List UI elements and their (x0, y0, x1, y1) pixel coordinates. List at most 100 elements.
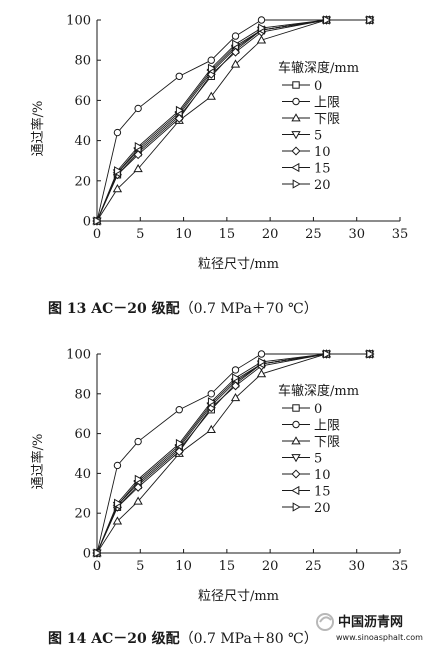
data-point (93, 216, 102, 226)
data-point (231, 47, 241, 57)
legend-label: 20 (314, 178, 331, 193)
legend-label: 上限 (314, 96, 340, 111)
x-tick-label: 5 (136, 559, 144, 574)
data-point (207, 397, 217, 407)
data-point (207, 390, 215, 398)
legend-label: 0 (314, 402, 322, 417)
watermark-logo-swoosh (319, 616, 332, 623)
y-tick-label: 60 (74, 94, 91, 109)
data-point (206, 424, 216, 433)
legend-label: 15 (314, 162, 331, 177)
legend-marker (292, 179, 301, 189)
legend-marker (292, 502, 301, 512)
x-tick-label: 0 (93, 227, 101, 242)
legend-marker (291, 146, 301, 156)
legend-label: 下限 (314, 112, 340, 127)
legend-marker (291, 469, 301, 479)
data-point (133, 163, 143, 173)
watermark-site: 中国沥青网 (338, 614, 403, 630)
legend-label: 15 (314, 485, 331, 500)
data-point (112, 184, 123, 193)
legend-marker (291, 485, 300, 496)
caption-title: AC－20 级配 (90, 630, 179, 647)
data-point (133, 482, 143, 492)
x-tick-label: 20 (262, 227, 279, 242)
legend-label: 5 (314, 129, 322, 144)
x-tick-label: 5 (136, 227, 144, 242)
legend-marker (292, 420, 300, 429)
watermark-url: www.sinoasphalt.com (336, 633, 423, 642)
legend-marker (292, 81, 300, 89)
legend-label: 0 (314, 79, 322, 94)
x-tick-label: 35 (392, 227, 409, 242)
series-20 (93, 349, 375, 558)
y-tick-label: 80 (74, 54, 91, 69)
data-point (113, 461, 122, 470)
legend-label: 10 (314, 468, 331, 483)
data-point (258, 23, 267, 33)
x-tick-label: 30 (348, 227, 365, 242)
series-20 (93, 15, 375, 226)
data-point (134, 141, 143, 152)
data-point (114, 166, 123, 176)
data-point (231, 32, 240, 40)
data-point (175, 438, 185, 449)
caption-number: 图 14 (48, 631, 91, 647)
data-point (175, 406, 183, 414)
y-axis-title: 通过率/% (30, 434, 46, 490)
legend-label: 20 (314, 501, 331, 516)
legend-marker (292, 404, 300, 412)
y-tick-label: 0 (83, 215, 91, 230)
data-point (230, 392, 241, 402)
data-point (257, 350, 266, 358)
data-point (206, 91, 216, 100)
chart-2: 0 5 10 15 20 25 30 35020406080100粒径尺寸/mm通过率/%车辙… (30, 348, 408, 648)
caption-title: AC－20 级配 (90, 300, 179, 317)
x-tick-label: 10 (175, 227, 192, 242)
x-tick-label: 35 (392, 559, 409, 574)
legend-marker (292, 97, 300, 106)
data-point (257, 16, 266, 24)
x-tick-label: 15 (219, 559, 236, 574)
legend-label: 10 (314, 145, 331, 160)
watermark-logo-icon (316, 613, 334, 631)
data-point (93, 548, 102, 558)
data-point (114, 498, 123, 508)
legend-marker (291, 454, 301, 463)
data-point (174, 113, 184, 123)
data-point (113, 128, 122, 137)
x-tick-label: 30 (348, 559, 365, 574)
caption-condition: （0.7 MPa＋70 ℃） (180, 301, 318, 317)
legend-marker (291, 113, 301, 122)
data-point (175, 105, 185, 116)
caption-condition: （0.7 MPa＋80 ℃） (180, 631, 318, 647)
data-point (134, 104, 142, 113)
legend-marker (291, 131, 301, 140)
legend-title: 车辙深度/mm (278, 383, 359, 399)
y-axis-title: 通过率/% (30, 101, 46, 157)
data-point (207, 56, 215, 64)
figure-caption: 图 13 AC－20 级配（0.7 MPa＋70 ℃） (48, 300, 318, 317)
x-tick-label: 25 (305, 559, 322, 574)
legend-label: 下限 (314, 435, 340, 450)
data-point (258, 357, 267, 367)
x-axis-title: 粒径尺寸/mm (198, 589, 279, 604)
x-tick-label: 10 (175, 559, 192, 574)
data-point (230, 59, 241, 68)
y-tick-label: 20 (74, 174, 91, 189)
figure-caption: 图 14 AC－20 级配（0.7 MPa＋80 ℃） (48, 630, 318, 647)
data-point (366, 15, 375, 25)
data-point (134, 437, 142, 446)
legend-label: 上限 (314, 419, 340, 434)
data-point (134, 474, 143, 485)
watermark: 中国沥青网 www.sinoasphalt.com (316, 613, 423, 642)
legend-title: 车辙深度/mm (278, 60, 359, 76)
legend-label: 5 (314, 452, 322, 467)
y-tick-label: 80 (74, 387, 91, 402)
legend-marker (291, 162, 300, 173)
data-point (256, 35, 267, 44)
